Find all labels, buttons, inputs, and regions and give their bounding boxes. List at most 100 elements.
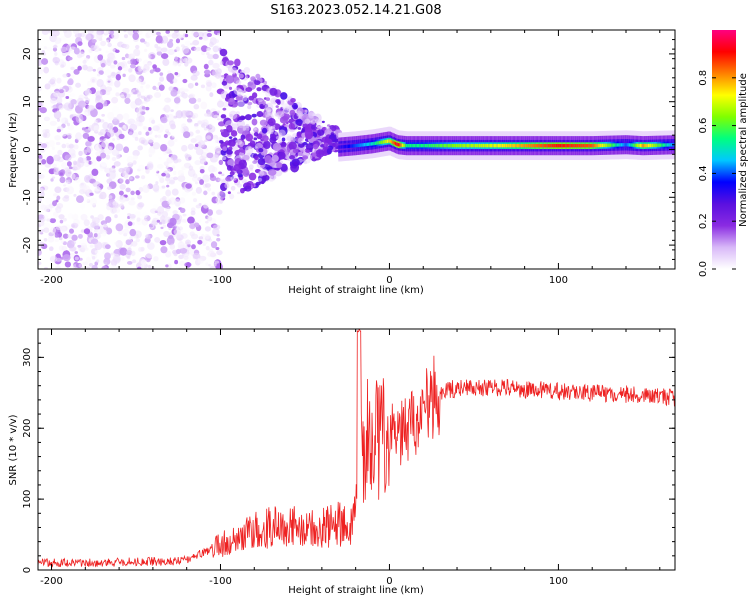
spectrogram-cell	[72, 211, 76, 215]
spectrogram-band-cell	[520, 144, 524, 148]
spectrogram-cell	[167, 48, 175, 56]
spectrogram-cell	[305, 149, 311, 153]
spectrogram-cell	[203, 63, 209, 70]
spectrogram-band-cell	[367, 142, 371, 146]
spectrogram-cell	[222, 146, 228, 152]
spectrogram-cell	[148, 30, 156, 37]
spectrogram-cell	[197, 219, 202, 223]
spectrogram-cell	[179, 247, 188, 254]
spectrogram-cell	[206, 135, 212, 140]
spectrogram-cell	[138, 101, 144, 105]
spectrogram-cell	[214, 260, 220, 264]
spectrogram-cell	[54, 232, 59, 238]
spectrogram-cell	[184, 33, 189, 38]
spectrogram-cell	[212, 154, 219, 161]
spectrogram-cell	[312, 143, 319, 150]
spectrogram-cell	[206, 32, 212, 38]
spectrogram-band-cell	[457, 144, 460, 148]
spectrogram-cell	[53, 193, 58, 197]
spectrogram-cell	[175, 38, 181, 44]
spectrogram-cell	[140, 95, 146, 99]
spectrogram-cell	[190, 210, 196, 216]
spectrogram-cell	[71, 240, 77, 245]
spectrogram-band-cell	[430, 144, 433, 148]
spectrogram-band-cell	[349, 144, 352, 148]
spectrogram-cell	[137, 145, 143, 151]
spectrogram-cell	[220, 114, 227, 119]
spectrogram-band-cell	[504, 144, 507, 148]
spectrogram-cell	[113, 116, 118, 122]
spectrogram-cell	[305, 143, 314, 151]
spectrogram-band-cell	[440, 144, 444, 148]
spectrogram-cell	[172, 165, 176, 170]
spectrogram-cell	[78, 263, 82, 268]
spectrogram-cell	[51, 105, 56, 109]
spectrogram-cell	[141, 106, 146, 110]
spectrogram-cell	[263, 140, 271, 150]
spectrogram-band-cell	[653, 143, 656, 148]
spectrogram-cell	[62, 30, 67, 34]
spectrogram-cell	[69, 246, 77, 252]
spectrogram-cell	[200, 84, 206, 89]
spectrogram-cell	[267, 118, 276, 126]
spectrogram-cell	[218, 159, 224, 165]
spectrogram-band-cell	[532, 144, 536, 148]
spectrogram-cell	[90, 215, 94, 219]
spectrogram-cell	[67, 124, 75, 131]
spectrogram-cell	[208, 59, 214, 66]
spectrogram-cell	[185, 40, 191, 46]
spectrogram-cell	[58, 236, 63, 241]
spectrogram-cell	[96, 155, 102, 162]
spectrogram-cell	[321, 120, 325, 124]
spectrogram-cell	[165, 250, 172, 258]
spectrogram-cell	[54, 238, 59, 242]
spectrogram-band-cell	[380, 140, 383, 145]
spectrogram-cell	[72, 160, 78, 166]
spectrogram-band-cell	[361, 143, 364, 147]
spectrogram-x-tick-label: -100	[209, 275, 232, 286]
spectrogram-y-tick-label: 10	[22, 95, 33, 108]
colorbar-label: Normalized spectral amplitude	[738, 73, 749, 227]
spectrogram-cell	[174, 198, 181, 207]
spectrogram-cell	[65, 96, 70, 99]
spectrogram-cell	[222, 101, 230, 108]
spectrogram-cell	[216, 110, 221, 114]
spectrogram-cell	[172, 170, 177, 176]
spectrogram-cell	[141, 211, 148, 219]
spectrogram-cell	[124, 44, 130, 50]
spectrogram-cell	[251, 118, 258, 126]
spectrogram-cell	[206, 48, 211, 53]
spectrogram-cell	[43, 227, 50, 233]
spectrogram-cell	[174, 105, 179, 109]
spectrogram-cell	[66, 161, 72, 167]
spectrogram-cell	[41, 159, 47, 165]
spectrogram-y-tick-label: 20	[22, 48, 33, 61]
spectrogram-cell	[62, 217, 67, 222]
spectrogram-cell	[182, 115, 187, 119]
spectrogram-cell	[138, 187, 144, 193]
spectrogram-cell	[50, 97, 57, 104]
spectrogram-cell	[136, 217, 141, 222]
spectrogram-cell	[211, 82, 217, 89]
spectrogram-band-cell	[403, 143, 406, 148]
spectrogram-band-cell	[484, 144, 487, 148]
spectrogram-cell	[74, 176, 81, 184]
spectrogram-band-cell	[390, 140, 394, 144]
spectrogram-cell	[295, 118, 303, 126]
spectrogram-cell	[288, 122, 296, 130]
spectrogram-cell	[149, 185, 153, 189]
spectrogram-band-cell	[668, 143, 671, 147]
spectrogram-cell	[115, 74, 122, 81]
spectrogram-band-cell	[473, 144, 476, 148]
spectrogram-cell	[85, 33, 92, 41]
spectrogram-cell	[105, 227, 113, 235]
spectrogram-band-cell	[465, 144, 468, 148]
spectrogram-cell	[39, 107, 47, 114]
spectrogram-cell	[70, 252, 76, 259]
snr-plot-area	[38, 329, 675, 570]
spectrogram-cell	[155, 35, 163, 44]
spectrogram-cell	[224, 182, 230, 189]
spectrogram-cell	[159, 239, 167, 246]
spectrogram-cell	[254, 80, 261, 86]
spectrogram-cell	[38, 224, 41, 228]
